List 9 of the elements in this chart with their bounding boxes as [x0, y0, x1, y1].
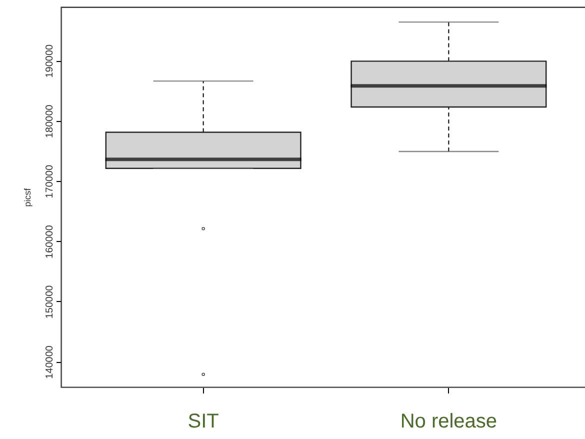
y-tick-label: 190000	[44, 44, 56, 78]
y-tick-label: 180000	[44, 104, 56, 138]
x-tick-label: No release	[400, 410, 498, 432]
y-tick-label: 150000	[44, 284, 56, 319]
y-axis-title: picsf	[22, 188, 32, 207]
y-tick-label: 170000	[44, 164, 56, 198]
y-tick-label: 160000	[44, 224, 56, 258]
y-tick-label: 140000	[44, 345, 56, 379]
x-tick-label: SIT	[188, 410, 219, 432]
